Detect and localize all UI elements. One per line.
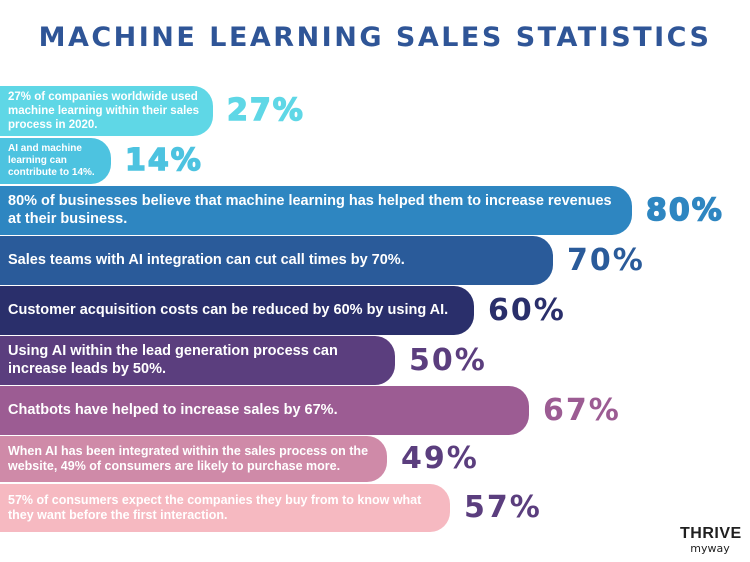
bar-label: 57% of consumers expect the companies th… bbox=[8, 492, 422, 522]
value-label: 57% bbox=[464, 490, 542, 525]
bar: 27% of companies worldwide used machine … bbox=[0, 86, 213, 136]
value-label: 70% bbox=[567, 242, 645, 278]
bar-label: Using AI within the lead generation proc… bbox=[8, 342, 338, 377]
bar-label: 80% of businesses believe that machine l… bbox=[8, 192, 612, 227]
bar: 80% of businesses believe that machine l… bbox=[0, 186, 632, 235]
value-label: 80% bbox=[645, 192, 724, 228]
bar: When AI has been integrated within the s… bbox=[0, 436, 387, 482]
bar: Using AI within the lead generation proc… bbox=[0, 336, 395, 385]
bar-label: Chatbots have helped to increase sales b… bbox=[8, 401, 338, 418]
bar: Customer acquisition costs can be reduce… bbox=[0, 286, 474, 335]
logo-line1: THRIVE bbox=[680, 525, 742, 542]
value-label: 60% bbox=[488, 292, 566, 328]
value-label: 14% bbox=[124, 143, 203, 178]
bar-label: 27% of companies worldwide used machine … bbox=[8, 90, 200, 131]
value-label: 49% bbox=[401, 441, 479, 476]
bar: 57% of consumers expect the companies th… bbox=[0, 484, 450, 532]
value-label: 27% bbox=[226, 93, 305, 128]
bar-label: When AI has been integrated within the s… bbox=[8, 443, 369, 473]
chart-title: MACHINE LEARNING SALES STATISTICS bbox=[38, 22, 712, 53]
bar: Chatbots have helped to increase sales b… bbox=[0, 386, 529, 435]
bar: Sales teams with AI integration can cut … bbox=[0, 236, 553, 285]
bar: AI and machine learning can contribute t… bbox=[0, 138, 111, 184]
bar-label: Sales teams with AI integration can cut … bbox=[8, 251, 405, 268]
bar-label: Customer acquisition costs can be reduce… bbox=[8, 301, 449, 318]
brand-logo: THRIVE myway bbox=[680, 525, 742, 555]
value-label: 50% bbox=[409, 342, 487, 378]
bar-label: AI and machine learning can contribute t… bbox=[8, 142, 95, 179]
logo-line2: myway bbox=[690, 542, 730, 555]
value-label: 67% bbox=[543, 392, 621, 428]
